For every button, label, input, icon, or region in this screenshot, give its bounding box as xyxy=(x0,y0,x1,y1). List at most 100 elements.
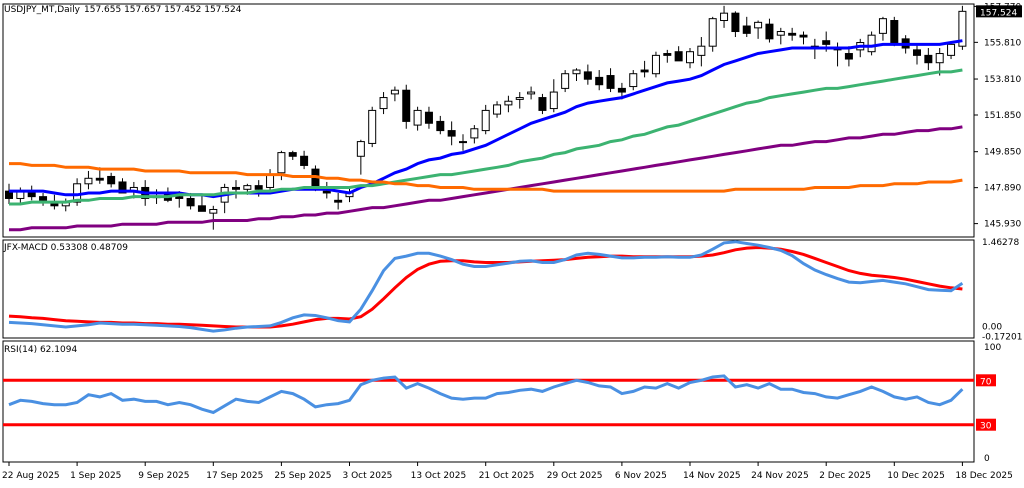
macd-axis-label: -0.17201 xyxy=(982,332,1022,342)
candle-body xyxy=(572,69,581,75)
candle-body xyxy=(935,53,944,64)
rsi-axis-label: 100 xyxy=(984,343,1001,353)
candle-body xyxy=(583,71,592,80)
candle-body xyxy=(663,53,672,56)
candle-body xyxy=(844,53,853,60)
rsi-axis-label: 0 xyxy=(984,454,990,464)
candle-body xyxy=(561,73,570,89)
candle-body xyxy=(288,152,297,157)
rsi-level-tag xyxy=(976,418,996,431)
candle-body xyxy=(356,141,365,157)
candle-body xyxy=(640,69,649,73)
macd-label: JFX-MACD 0.53308 0.48709 xyxy=(3,243,128,253)
candle-body xyxy=(197,205,206,212)
price-axis-label: 147.890 xyxy=(984,184,1021,194)
price-axis-label: 153.810 xyxy=(984,75,1021,85)
time-axis-label: 13 Oct 2025 xyxy=(411,471,467,481)
candle-body xyxy=(413,109,422,126)
rsi-level-text: 70 xyxy=(980,377,992,387)
candle-body xyxy=(402,89,411,122)
candle-body xyxy=(867,34,876,53)
moving-average-line xyxy=(9,39,963,199)
price-axis-label: 149.850 xyxy=(984,148,1021,158)
candle-body xyxy=(84,177,93,185)
candle-body xyxy=(436,120,445,132)
candle-body xyxy=(175,196,184,199)
candle-body xyxy=(39,196,48,201)
candle-body xyxy=(708,18,717,47)
candle-body xyxy=(254,185,263,190)
time-axis-label: 2 Dec 2025 xyxy=(819,471,871,481)
candle-body xyxy=(368,109,377,144)
rsi-level-text: 30 xyxy=(980,422,992,432)
rsi-level-tag xyxy=(976,374,996,387)
candle-body xyxy=(776,31,785,36)
candle-body xyxy=(958,10,967,47)
time-axis-label: 6 Nov 2025 xyxy=(615,471,667,481)
candle-body xyxy=(674,51,683,62)
price-pane-frame xyxy=(2,3,975,238)
price-axis-label: 155.810 xyxy=(984,38,1021,48)
candle-body xyxy=(424,111,433,124)
candle-body xyxy=(924,54,933,64)
time-axis-label: 29 Oct 2025 xyxy=(547,471,603,481)
candle-body xyxy=(481,109,490,132)
candle-body xyxy=(493,104,502,115)
time-axis-label: 3 Oct 2025 xyxy=(343,471,393,481)
time-axis-label: 18 Dec 2025 xyxy=(955,471,1013,481)
candle-body xyxy=(606,75,615,89)
candle-body xyxy=(459,141,467,144)
candle-body xyxy=(754,21,763,29)
macd-axis-label: 0.00 xyxy=(982,322,1002,332)
candle-body xyxy=(890,20,899,44)
candle-body xyxy=(595,76,604,86)
candle-body xyxy=(379,97,388,110)
time-axis-label: 1 Sep 2025 xyxy=(70,471,121,481)
candle-body xyxy=(697,45,706,56)
time-axis-label: 10 Dec 2025 xyxy=(887,471,945,481)
candle-body xyxy=(390,89,399,95)
macd-axis-label: 1.46278 xyxy=(982,238,1019,248)
moving-average-line xyxy=(9,68,963,206)
moving-average-line xyxy=(9,125,963,232)
macd-pane-frame xyxy=(2,239,975,339)
candle-body xyxy=(95,177,104,181)
time-axis-label: 14 Nov 2025 xyxy=(683,471,741,481)
moving-average-line xyxy=(9,162,963,193)
candle-body xyxy=(686,51,694,64)
candle-body xyxy=(209,208,218,214)
macd-main-line xyxy=(8,240,964,333)
time-axis-label: 17 Sep 2025 xyxy=(206,471,263,481)
candle-body xyxy=(822,40,831,45)
current-price-tag xyxy=(976,5,1022,18)
candle-body xyxy=(731,12,740,33)
candle-body xyxy=(799,34,808,38)
candle-body xyxy=(947,43,956,56)
price-axis-label: 151.850 xyxy=(984,111,1021,121)
rsi-pane-frame xyxy=(2,340,975,463)
candle-body xyxy=(186,197,195,207)
candle-body xyxy=(538,97,547,111)
candle-body xyxy=(232,186,240,190)
candle-body xyxy=(504,100,513,106)
time-axis-label: 25 Sep 2025 xyxy=(274,471,331,481)
candle-body xyxy=(277,152,286,174)
candle-body xyxy=(27,192,36,198)
candle-body xyxy=(720,12,729,22)
candle-body xyxy=(765,23,774,40)
ohlc-values: 157.655 157.657 157.452 157.524 xyxy=(84,5,242,15)
candle-body xyxy=(300,155,309,166)
candle-body xyxy=(447,130,456,137)
candle-body xyxy=(742,25,751,34)
time-axis-label: 22 Aug 2025 xyxy=(2,471,60,481)
rsi-label: RSI(14) 62.1094 xyxy=(4,345,77,355)
candle-body xyxy=(651,54,660,75)
candle-body xyxy=(788,32,797,36)
candle-body xyxy=(334,199,343,203)
time-axis-label: 21 Oct 2025 xyxy=(479,471,535,481)
candle-body xyxy=(322,190,331,194)
candle-body xyxy=(878,18,887,34)
